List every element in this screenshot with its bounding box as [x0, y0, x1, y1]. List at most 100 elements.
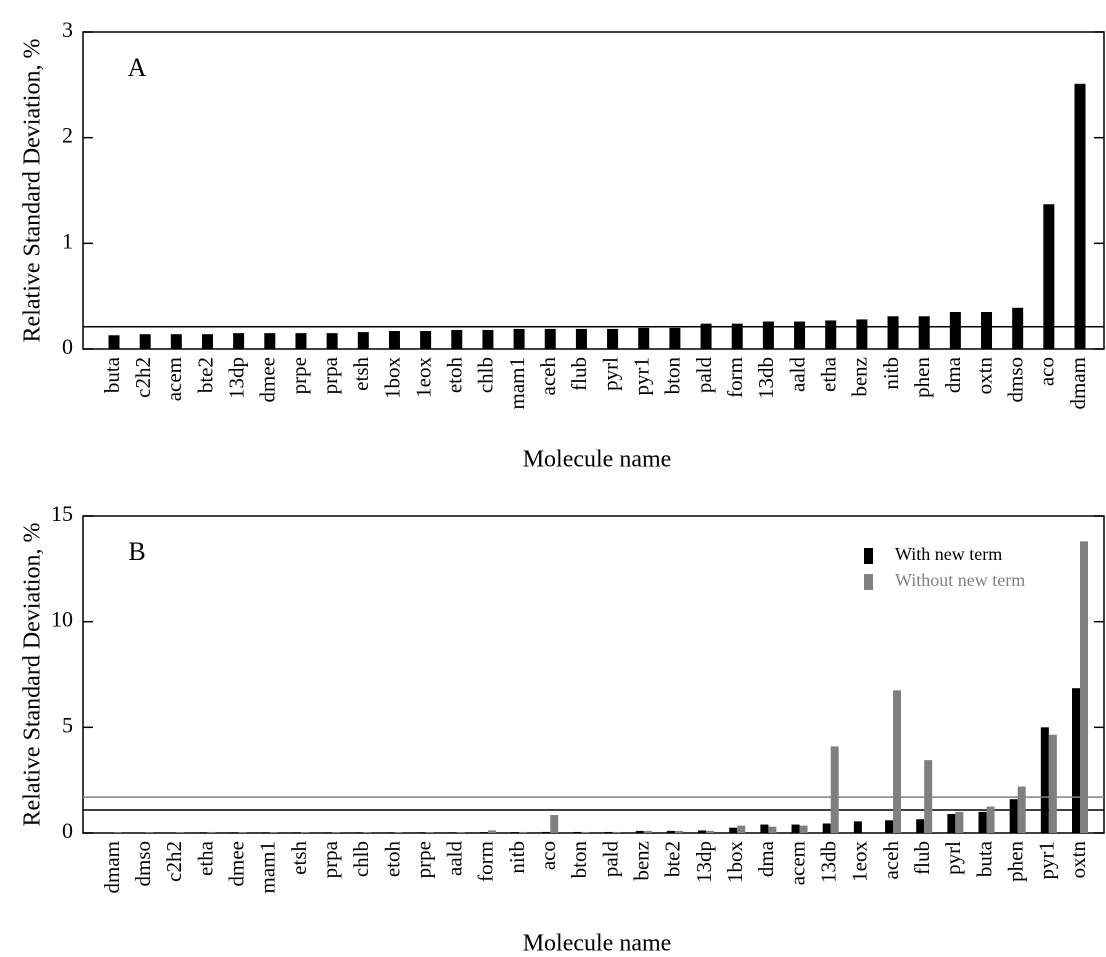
bar	[233, 333, 245, 349]
bar	[261, 832, 270, 833]
x-tick-label: benz	[848, 357, 872, 397]
x-tick-label: flub	[567, 357, 591, 391]
y-tick-label: 1	[62, 228, 73, 253]
x-axis-title: Molecule name	[523, 931, 672, 957]
x-tick-label: buta	[972, 840, 996, 877]
x-tick-label: dmee	[224, 841, 248, 886]
bar	[799, 825, 808, 833]
bar	[176, 832, 185, 833]
plot-frame	[82, 515, 1105, 834]
bar	[893, 690, 902, 833]
bar	[300, 832, 309, 833]
bar	[706, 830, 715, 833]
bar	[604, 831, 613, 833]
bar	[388, 331, 400, 349]
x-tick-label: etsh	[349, 357, 373, 391]
x-tick-label: chlb	[474, 357, 498, 393]
legend-label: Without new term	[895, 570, 1025, 590]
bar	[448, 832, 457, 833]
x-tick-label: 1box	[723, 841, 747, 884]
bar	[363, 832, 372, 833]
x-tick-label: pald	[598, 841, 622, 878]
bar	[420, 331, 432, 349]
bar	[456, 832, 465, 833]
x-tick-label: 1eox	[848, 841, 872, 882]
plot-frame	[82, 31, 1105, 350]
bar	[737, 825, 746, 833]
x-tick-label: oxtn	[972, 357, 996, 395]
bar	[201, 334, 213, 349]
x-tick-label: 13dp	[692, 841, 716, 883]
bar	[550, 815, 559, 833]
x-tick-label: etha	[193, 840, 217, 876]
bar	[264, 333, 276, 349]
bar	[238, 832, 247, 833]
bar	[666, 830, 675, 833]
x-tick-label: form	[474, 841, 498, 882]
x-tick-label: bte2	[193, 357, 217, 393]
x-tick-label: pyr1	[1035, 841, 1059, 880]
x-tick-label: etoh	[380, 841, 404, 878]
x-tick-label: aceh	[536, 357, 560, 396]
bar	[669, 327, 681, 349]
bar	[139, 334, 151, 349]
x-tick-label: 13db	[817, 841, 841, 883]
bar	[269, 832, 278, 833]
bar	[638, 327, 650, 349]
bar	[355, 832, 364, 833]
x-tick-label: pyr1	[630, 357, 654, 396]
x-tick-label: acem	[785, 841, 809, 885]
x-tick-label: flub	[910, 841, 934, 875]
x-tick-label: pyrl	[598, 357, 622, 391]
y-tick-label: 0	[62, 818, 73, 843]
bar	[698, 830, 707, 833]
x-tick-label: dmso	[1003, 357, 1027, 403]
bar	[674, 830, 683, 833]
bar	[885, 820, 894, 833]
bar	[332, 832, 341, 833]
bar	[978, 811, 987, 833]
bar	[581, 831, 590, 833]
bar	[887, 316, 899, 349]
x-tick-label: prpe	[411, 841, 435, 878]
x-tick-label: prpa	[318, 356, 342, 394]
y-tick-label: 15	[51, 501, 73, 526]
y-tick-label: 10	[51, 607, 73, 632]
bar	[199, 832, 208, 833]
bar	[513, 328, 525, 349]
bar	[425, 832, 434, 833]
bar	[575, 328, 587, 349]
x-tick-label: dma	[941, 356, 965, 393]
x-tick-label: form	[723, 357, 747, 398]
y-tick-label: 5	[62, 712, 73, 737]
x-tick-label: buta	[100, 356, 124, 393]
bar	[825, 320, 837, 349]
x-tick-label: dma	[754, 840, 778, 877]
x-tick-label: oxtn	[1066, 841, 1090, 879]
bar	[386, 832, 395, 833]
bar	[326, 333, 338, 349]
bar	[791, 824, 800, 833]
x-tick-label: aco	[536, 841, 560, 870]
bar	[394, 832, 403, 833]
bar	[542, 831, 551, 833]
bar	[731, 323, 743, 349]
bar	[729, 827, 738, 833]
x-tick-label: prpa	[318, 840, 342, 878]
bar	[1043, 204, 1055, 349]
bar	[768, 826, 777, 833]
y-tick-label: 2	[62, 123, 73, 148]
bar	[918, 316, 930, 349]
bar	[417, 832, 426, 833]
bar	[451, 329, 463, 349]
bar	[981, 312, 993, 349]
bar	[700, 323, 712, 349]
bar	[479, 832, 488, 833]
bar	[856, 319, 868, 349]
bar	[207, 831, 216, 833]
x-tick-label: dmee	[256, 357, 280, 402]
x-tick-label: pyrl	[941, 841, 965, 875]
x-tick-label: dmam	[100, 841, 124, 894]
bar	[635, 830, 644, 833]
